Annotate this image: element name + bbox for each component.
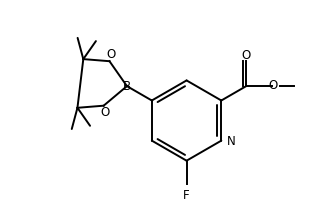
Text: O: O [241, 49, 251, 62]
Text: O: O [101, 106, 110, 119]
Text: F: F [183, 189, 190, 202]
Text: B: B [123, 80, 131, 93]
Text: O: O [106, 48, 116, 61]
Text: N: N [226, 135, 235, 148]
Text: O: O [268, 79, 278, 92]
